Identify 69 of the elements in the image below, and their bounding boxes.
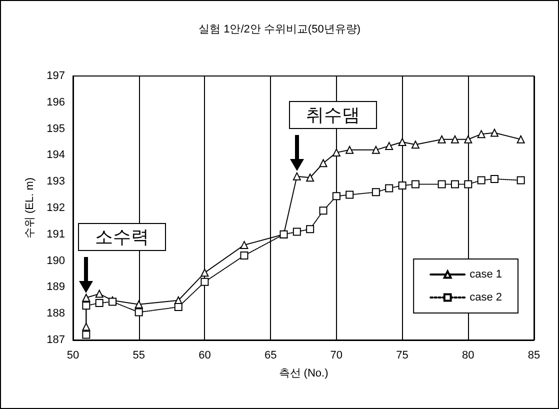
point <box>95 290 104 298</box>
y-tick-label: 193 <box>46 176 65 188</box>
point <box>490 174 498 183</box>
point <box>134 300 143 308</box>
point <box>346 146 354 154</box>
point <box>319 159 328 168</box>
y-tick-label: 187 <box>46 334 65 346</box>
point <box>516 176 525 184</box>
point <box>240 240 248 249</box>
point <box>292 172 301 180</box>
point <box>82 294 90 302</box>
y-tick-label: 194 <box>46 149 65 162</box>
point <box>477 176 486 184</box>
point <box>398 138 406 146</box>
y-tick-label: 192 <box>46 202 65 214</box>
legend-label: case 2 <box>470 292 502 304</box>
annotation: 취수댐 <box>288 101 377 130</box>
point <box>398 182 406 190</box>
point <box>306 225 314 234</box>
point <box>240 252 248 260</box>
point <box>346 190 354 199</box>
y-tick-label: 196 <box>46 96 65 108</box>
x-tick-label: 50 <box>66 350 80 362</box>
point <box>516 135 525 144</box>
x-tick-label: 75 <box>396 350 408 362</box>
x-tick-label: 70 <box>330 350 343 362</box>
y-tick-label: 188 <box>46 308 65 320</box>
point <box>134 308 143 316</box>
point <box>82 330 90 339</box>
point <box>490 128 498 137</box>
point <box>464 180 472 188</box>
point <box>450 135 459 144</box>
y-tick-label: 189 <box>46 281 65 294</box>
point <box>332 192 340 200</box>
point <box>438 180 446 188</box>
point <box>477 130 486 138</box>
point <box>464 135 472 144</box>
point <box>332 148 340 157</box>
y-tick-label: 191 <box>46 228 65 240</box>
point <box>319 206 328 215</box>
point <box>95 299 104 308</box>
annotation: 소수력 <box>78 222 166 251</box>
point <box>450 180 459 188</box>
point <box>385 142 394 150</box>
point <box>200 268 209 277</box>
point <box>372 188 380 196</box>
chart-title: 실험 1안/2안 수위비교(50년유량) <box>198 24 360 36</box>
legend-label: case 1 <box>470 268 502 280</box>
point <box>438 135 446 144</box>
y-tick-label: 190 <box>46 254 65 267</box>
point <box>174 303 182 311</box>
y-tick-label: 195 <box>46 122 65 135</box>
point <box>306 174 314 182</box>
x-tick-label: 85 <box>528 350 540 362</box>
y-axis-title: 수위 (EL. m) <box>24 177 36 239</box>
point <box>372 146 380 154</box>
point <box>82 302 90 310</box>
point <box>292 228 301 236</box>
y-tick-label: 197 <box>46 70 65 82</box>
point <box>82 322 90 331</box>
point <box>385 184 394 192</box>
x-tick-label: 65 <box>264 350 277 362</box>
point <box>200 278 209 286</box>
point <box>411 180 420 188</box>
point <box>411 140 420 149</box>
x-tick-label: 80 <box>462 350 474 362</box>
x-tick-label: 55 <box>132 350 145 362</box>
x-axis-title: 측선 (No.) <box>278 368 328 380</box>
x-tick-label: 60 <box>198 350 211 362</box>
